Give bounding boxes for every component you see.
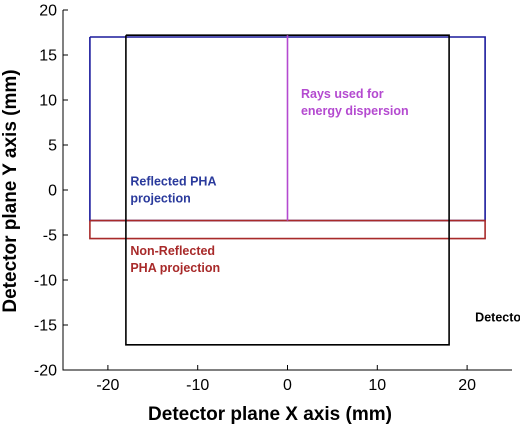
y-tick-label: 5 bbox=[48, 138, 57, 155]
y-axis-label: Detector plane Y axis (mm) bbox=[0, 69, 21, 312]
y-tick-label: -15 bbox=[34, 318, 57, 335]
y-tick-label: 20 bbox=[39, 3, 57, 20]
annotation-3: Detector bbox=[475, 310, 520, 324]
annotation-line: projection bbox=[130, 192, 190, 206]
annotation-line: Reflected PHA bbox=[130, 175, 216, 189]
axes: -20 -10 0 10 20 -20 -15 -10 -5 0 5 10 15 20 bbox=[34, 3, 512, 394]
annotation-line: PHA projection bbox=[130, 261, 220, 275]
series-line-2 bbox=[125, 34, 450, 346]
y-tick-label: -20 bbox=[34, 363, 57, 380]
annotation-0: Rays used for energy dispersion bbox=[301, 87, 409, 118]
x-axis-label: Detector plane X axis (mm) bbox=[148, 404, 392, 425]
annotation-2: Non-Reflected PHA projection bbox=[130, 244, 220, 275]
annotations: Rays used for energy dispersion Reflected … bbox=[130, 87, 520, 324]
x-tick-label: -10 bbox=[186, 377, 209, 394]
x-tick-label: 0 bbox=[283, 377, 292, 394]
y-tick-label: 15 bbox=[39, 48, 57, 65]
plot-lines bbox=[89, 34, 486, 346]
y-tick-label: 10 bbox=[39, 93, 57, 110]
y-tick-label: 0 bbox=[48, 183, 57, 200]
annotation-line: energy dispersion bbox=[301, 104, 409, 118]
x-tick-label: 20 bbox=[458, 377, 476, 394]
annotation-1: Reflected PHA projection bbox=[130, 175, 216, 206]
annotation-line: Detector bbox=[475, 310, 520, 324]
y-tick-label: -5 bbox=[43, 228, 57, 245]
x-tick-label: 10 bbox=[368, 377, 386, 394]
x-tick-label: -20 bbox=[96, 377, 119, 394]
series-line-1 bbox=[89, 219, 486, 240]
annotation-line: Non-Reflected bbox=[130, 244, 215, 258]
annotation-line: Rays used for bbox=[301, 87, 384, 101]
y-tick-label: -10 bbox=[34, 273, 57, 290]
